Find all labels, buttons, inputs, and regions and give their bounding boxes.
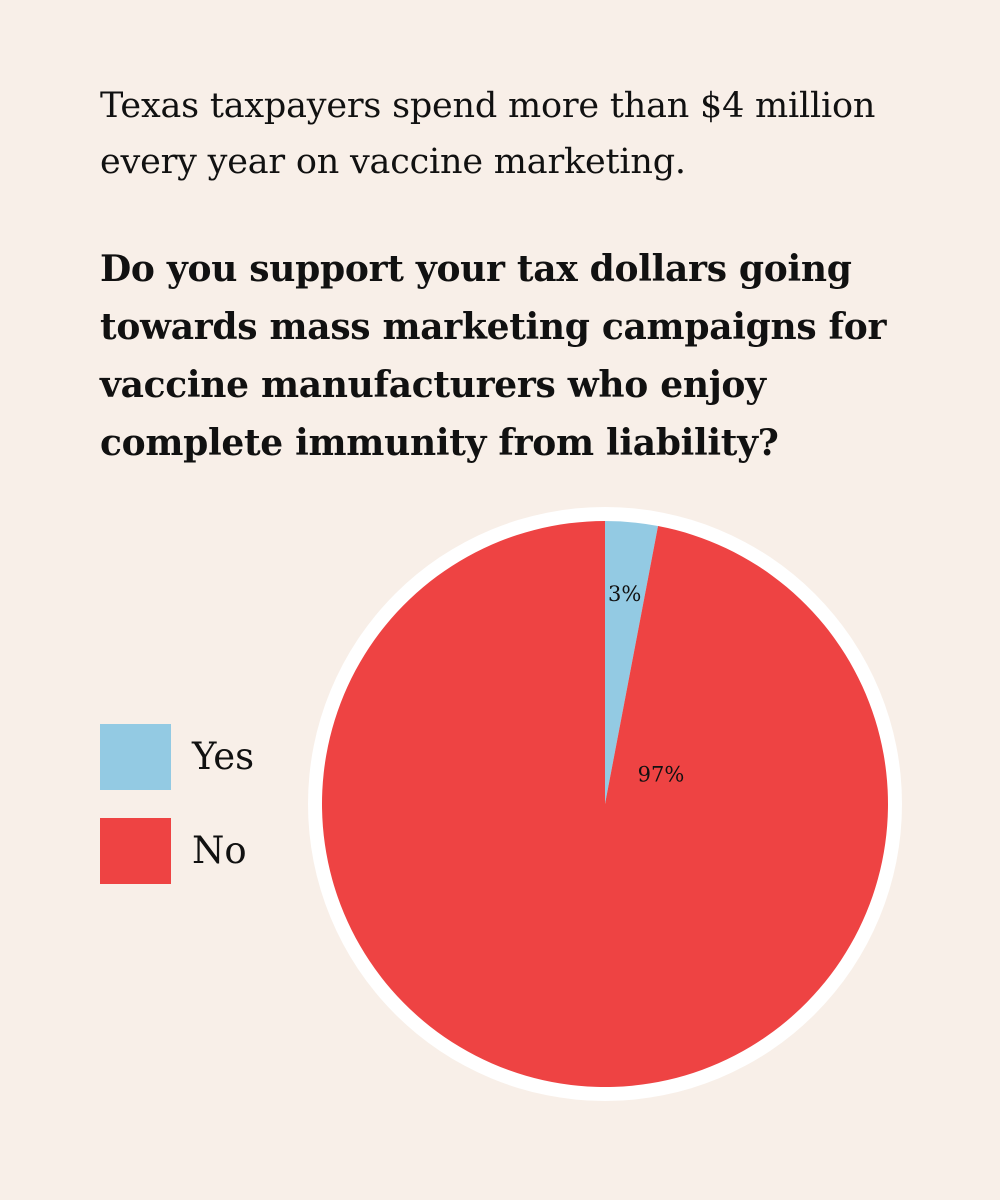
legend-label-no: No xyxy=(192,829,247,872)
intro-text: Texas taxpayers spend more than $4 milli… xyxy=(100,86,876,182)
legend-item-yes: Yes xyxy=(100,724,340,790)
pie-chart: 3% 97% xyxy=(308,507,902,1101)
pie-label-yes: 3% xyxy=(608,582,641,606)
legend-item-no: No xyxy=(100,818,340,884)
pie-slice-yes xyxy=(605,521,659,804)
legend-swatch-yes xyxy=(100,724,171,790)
legend-label-yes: Yes xyxy=(192,735,255,778)
poll-question: Do you support your tax dollars going to… xyxy=(100,248,887,464)
pie-label-no: 97% xyxy=(638,763,685,787)
legend-swatch-no xyxy=(100,818,171,884)
pie-slice-no xyxy=(321,521,888,1087)
